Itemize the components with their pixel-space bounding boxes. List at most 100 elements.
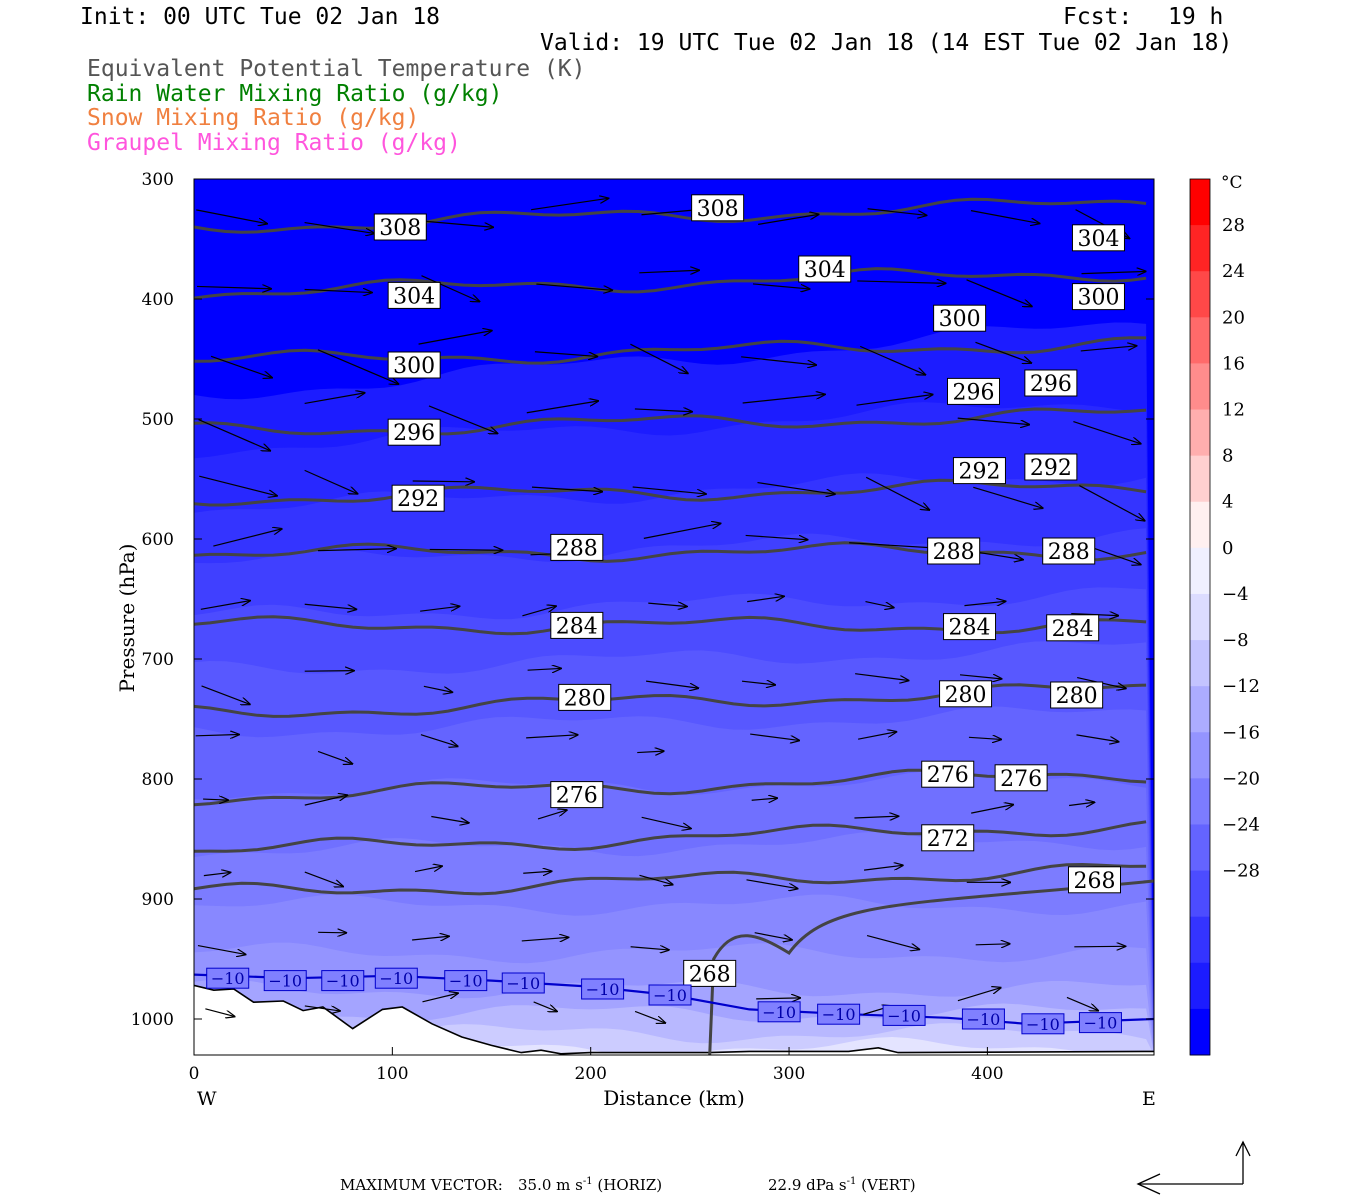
wind-vector: [968, 737, 1001, 739]
svg-text:296: 296: [1030, 372, 1072, 397]
svg-text:276: 276: [556, 784, 598, 809]
wind-vector: [304, 290, 372, 293]
x-tick-label: 0: [189, 1064, 200, 1084]
wind-vector: [531, 486, 602, 492]
colorbar-tick-label: 16: [1222, 353, 1245, 374]
wind-vector: [746, 879, 798, 889]
colorbar-unit: °C: [1221, 173, 1243, 193]
theta-e-label: 292: [391, 484, 445, 512]
wind-vector: [422, 993, 457, 1003]
svg-text:276: 276: [927, 763, 969, 788]
wind-vector: [957, 988, 1001, 1002]
wind-vector: [1080, 346, 1137, 352]
theta-e-label: 276: [994, 764, 1048, 792]
isotherm-label: −10: [321, 970, 365, 992]
theta-e-label: 296: [947, 377, 1001, 405]
isotherm-label: −10: [757, 1001, 801, 1023]
wind-vector: [318, 549, 396, 551]
wind-vector: [304, 871, 343, 886]
wind-vector: [317, 349, 398, 384]
legend-theta-e: Equivalent Potential Temperature (K): [87, 56, 586, 82]
colorbar-swatch: [1190, 778, 1210, 825]
colorbar-tick-label: 8: [1222, 446, 1233, 467]
max-vector-horiz: 35.0 m s-1 (HORIZ): [518, 1176, 663, 1194]
wind-vector: [634, 409, 692, 412]
theta-e-contours: [194, 197, 1154, 1055]
theta-e-label: 296: [387, 418, 441, 446]
wind-vector: [757, 481, 835, 495]
svg-text:280: 280: [564, 686, 606, 711]
theta-e-label: 276: [550, 781, 604, 809]
wind-vector: [1081, 271, 1146, 273]
wind-vector: [1069, 802, 1094, 805]
svg-text:−10: −10: [268, 972, 302, 991]
svg-text:276: 276: [1000, 767, 1042, 792]
wind-vector: [639, 874, 672, 884]
wind-vector: [418, 331, 492, 345]
wind-vector: [855, 673, 908, 681]
wind-vector: [428, 405, 497, 433]
colorbar-swatch: [1190, 271, 1210, 318]
colorbar-swatch: [1190, 916, 1210, 964]
colorbar-swatch: [1190, 640, 1210, 687]
wind-vector: [957, 417, 1029, 424]
colorbar-tick-label: 4: [1222, 492, 1233, 513]
wind-vector: [531, 198, 608, 211]
wind-vector: [630, 343, 687, 373]
y-tick-label: 1000: [131, 1010, 174, 1030]
wind-vector: [1073, 421, 1140, 444]
wind-vector: [197, 944, 246, 955]
theta-e-contour: [708, 879, 1154, 1055]
svg-text:292: 292: [1030, 456, 1072, 481]
x-tick-label: 400: [971, 1064, 1003, 1084]
wind-vector: [205, 1008, 234, 1017]
colorbar-swatch: [1190, 409, 1210, 457]
wind-vector: [195, 734, 239, 735]
svg-text:−10: −10: [211, 969, 245, 988]
wind-vector: [201, 685, 250, 704]
svg-text:300: 300: [1077, 286, 1119, 311]
wind-vector: [641, 816, 691, 828]
svg-text:292: 292: [397, 487, 439, 512]
x-tick-label: 100: [376, 1064, 408, 1084]
svg-text:296: 296: [953, 380, 995, 405]
wind-vector: [648, 603, 687, 606]
axes: 300 400 500 600 700 800 900 1000 0 100 200 300 400 W E…: [115, 170, 1156, 1110]
theta-e-label: 280: [558, 683, 612, 711]
theta-e-label: 300: [933, 304, 987, 332]
theta-e-contour: [194, 768, 1147, 807]
theta-e-label: 288: [927, 537, 981, 565]
isotherm-label: −10: [1021, 1013, 1065, 1035]
isotherm-label: −10: [374, 967, 418, 989]
isotherm-label: −10: [581, 978, 625, 1000]
svg-text:−10: −10: [326, 972, 360, 991]
wind-vector: [213, 529, 281, 547]
wind-vector: [421, 275, 480, 302]
wind-vector: [304, 469, 358, 493]
wind-vector: [534, 351, 597, 357]
wind-vector: [975, 341, 1031, 363]
y-tick-label: 500: [142, 410, 174, 430]
wind-vector: [203, 799, 228, 800]
svg-text:308: 308: [697, 197, 739, 222]
wind-vector: [1066, 996, 1098, 1010]
wind-vector: [522, 606, 556, 617]
svg-text:268: 268: [1073, 869, 1115, 894]
temperature-fill: [194, 179, 1154, 1055]
colorbar-swatch: [1190, 824, 1210, 872]
wind-vector: [966, 279, 1032, 307]
wind-vector: [646, 680, 698, 688]
svg-text:268: 268: [689, 962, 731, 987]
svg-text:296: 296: [393, 421, 435, 446]
west-label: W: [197, 1088, 217, 1110]
colorbar-tick-label: −24: [1222, 814, 1260, 835]
svg-text:280: 280: [945, 683, 987, 708]
theta-e-label: 288: [550, 533, 604, 561]
wind-vector: [634, 1010, 665, 1022]
theta-e-label: 304: [1071, 224, 1125, 252]
isotherm-label: −10: [206, 967, 250, 989]
theta-e-label: 268: [1067, 866, 1121, 894]
forecast-label: Fcst:: [1063, 4, 1133, 30]
wind-vector: [414, 866, 442, 873]
plot-frame: [193, 178, 1155, 1056]
